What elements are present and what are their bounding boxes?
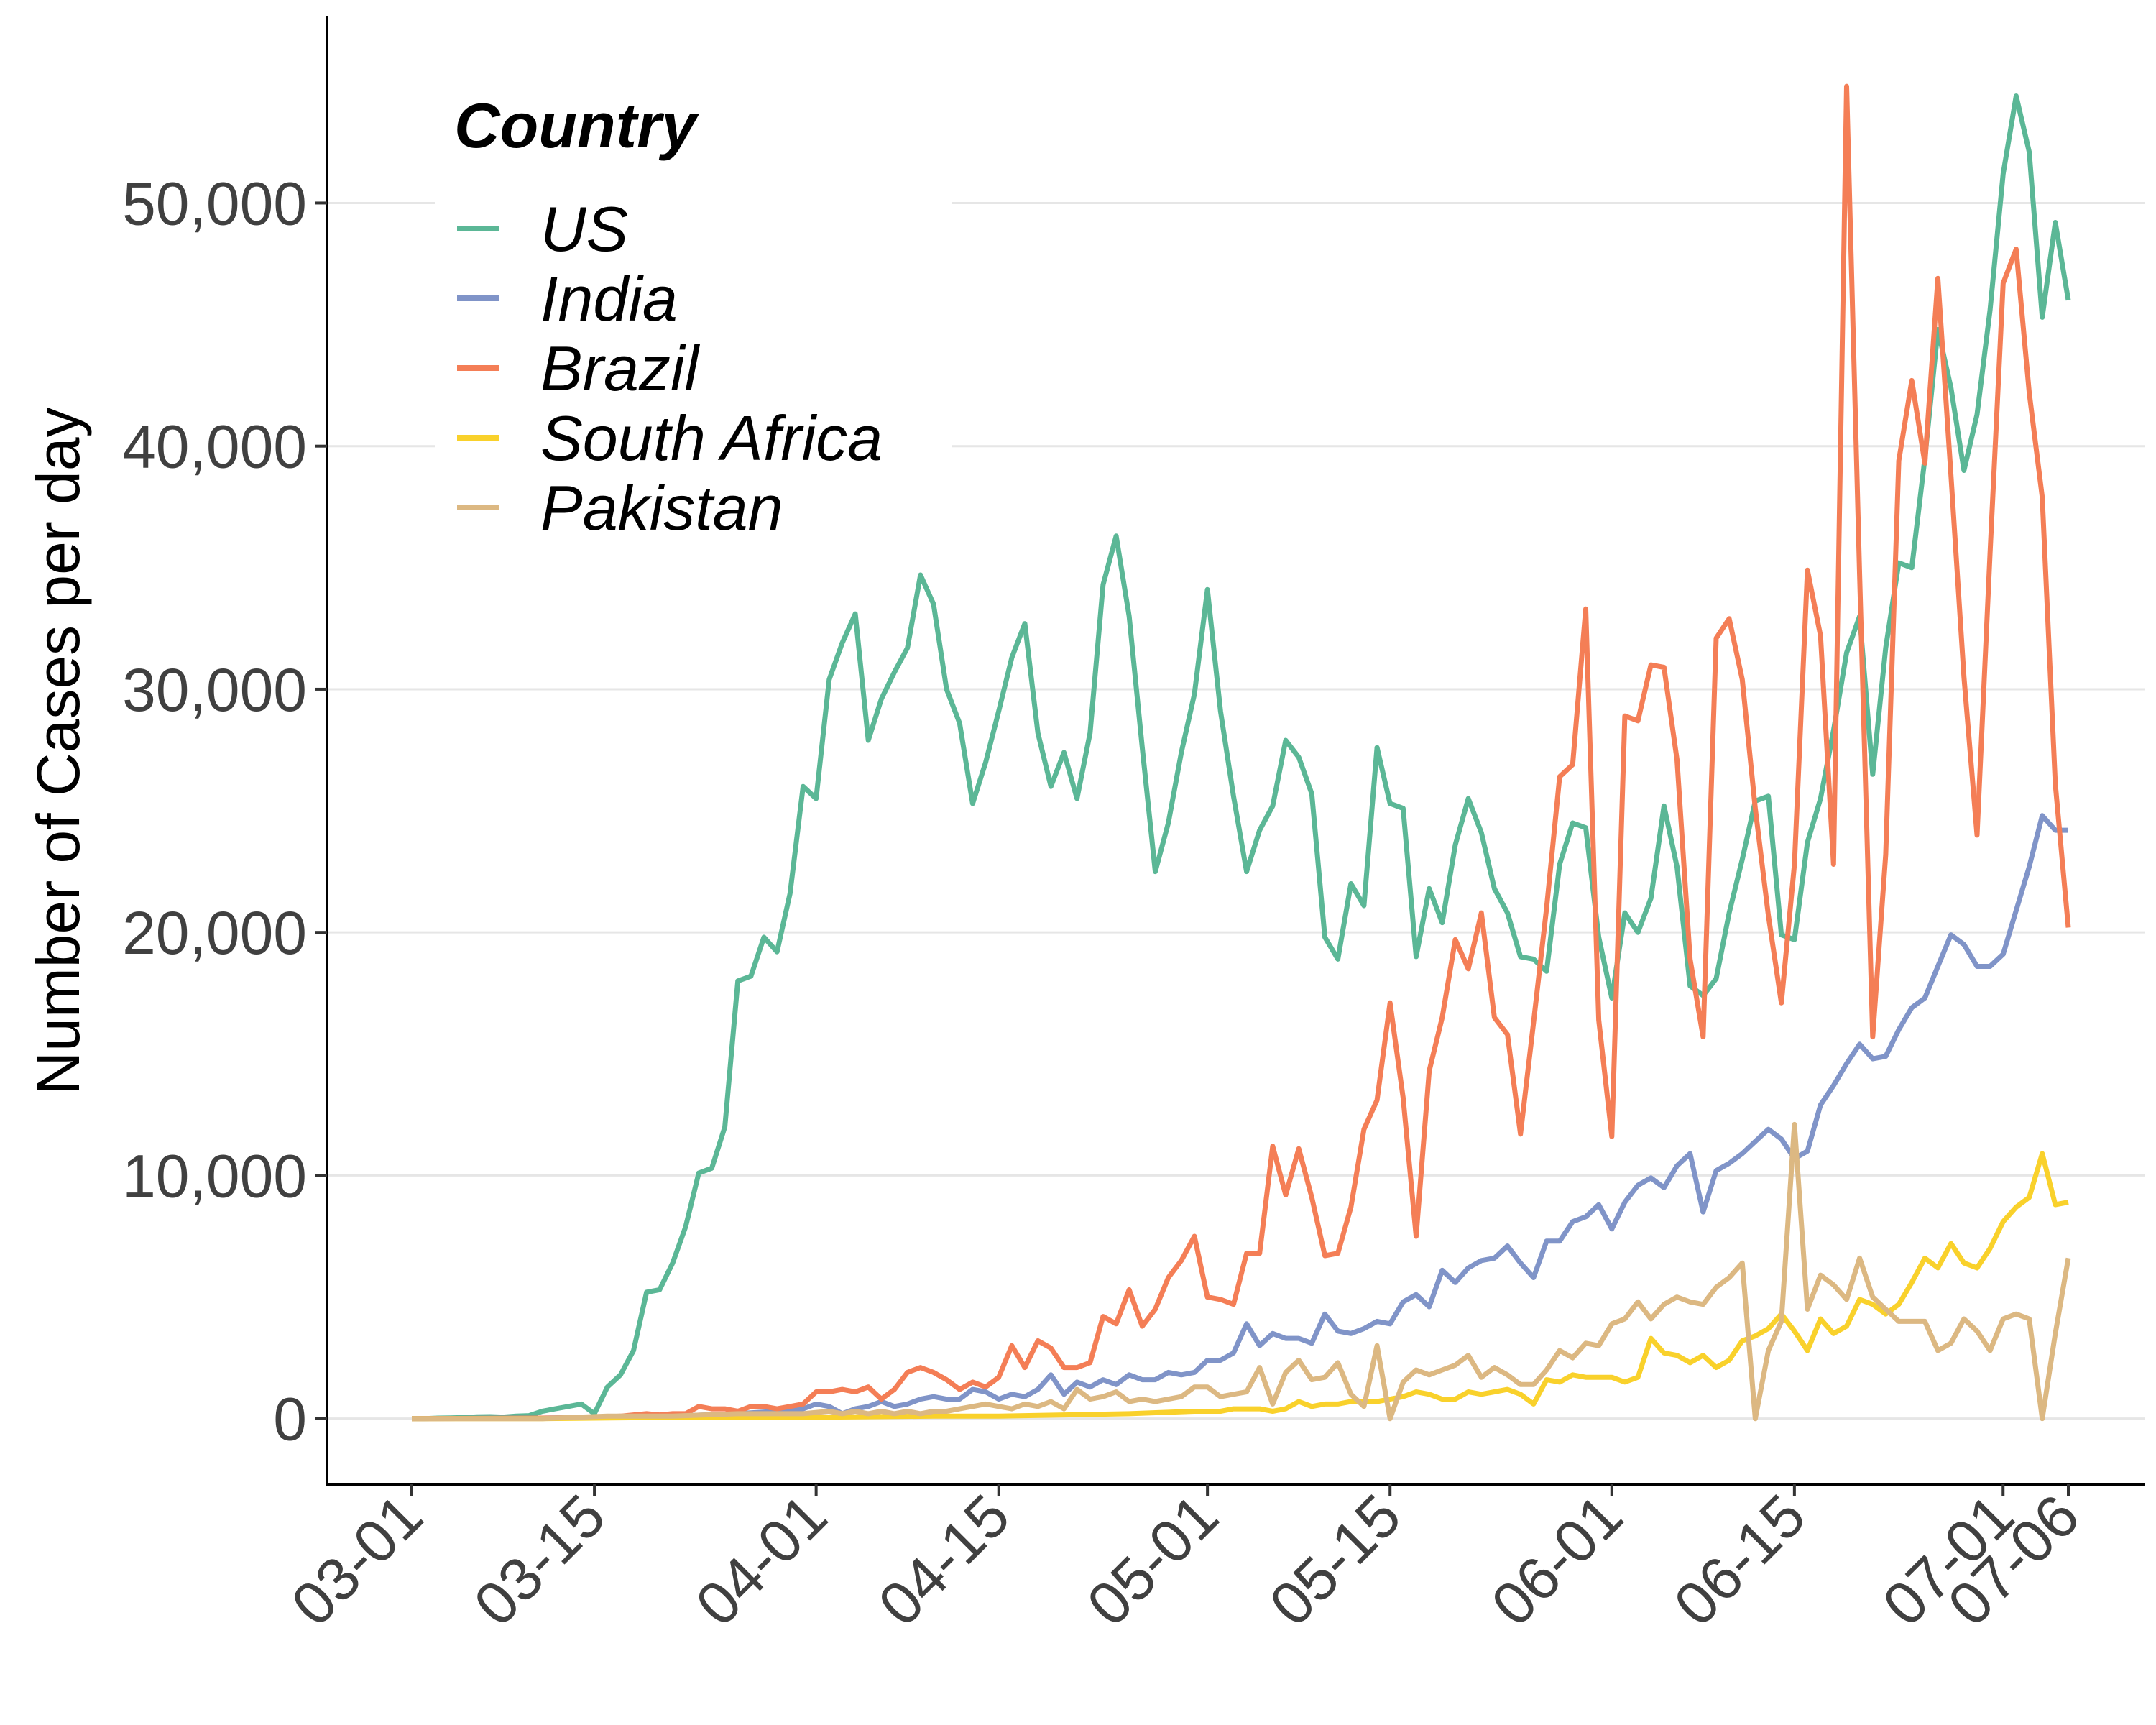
y-tick-label: 40,000 [122,413,307,481]
series-line-pakistan [412,1121,2071,1422]
legend-item: South Africa [457,402,883,474]
y-tick-label: 50,000 [122,170,307,237]
x-tick-label: 03-15 [461,1481,617,1638]
y-axis-title: Number of Cases per day [24,407,92,1095]
legend-label: India [540,263,678,334]
legend-label: South Africa [540,402,883,474]
series-line-south-africa [412,1151,2069,1422]
legend-item: US [457,193,628,264]
y-ticks: 0 10,000 20,000 30,000 40,000 50,000 [122,170,327,1453]
y-tick-label: 30,000 [122,656,307,724]
x-tick-label: 05-15 [1257,1481,1414,1638]
y-tick-label: 10,000 [122,1142,307,1210]
x-tick-label: 05-01 [1074,1481,1230,1638]
legend-item: Brazil [457,333,700,404]
series-line-brazil [411,83,2071,1422]
y-tick-label: 0 [273,1386,307,1453]
legend-background [435,79,952,539]
legend-title: Country [454,90,699,161]
axes [326,16,2145,1486]
x-tick-label: 06-01 [1478,1481,1635,1638]
x-tick-label: 06-15 [1661,1481,1818,1638]
legend-label: Pakistan [540,472,783,543]
legend-label: Brazil [540,333,700,404]
x-ticks: 03-01 03-15 04-01 04-15 05-01 05-15 06-01 06-15… [278,1481,2091,1638]
x-tick-label: 04-01 [683,1481,839,1638]
y-tick-label: 20,000 [122,899,307,967]
series-line-india [411,813,2068,1422]
series-lines [411,83,2071,1422]
x-tick-label: 04-15 [865,1481,1022,1638]
legend-item: India [457,263,678,334]
x-tick-label: 03-01 [278,1481,435,1638]
legend-label: US [540,193,628,264]
legend-item: Pakistan [457,472,783,543]
series-line-us [412,93,2071,1422]
